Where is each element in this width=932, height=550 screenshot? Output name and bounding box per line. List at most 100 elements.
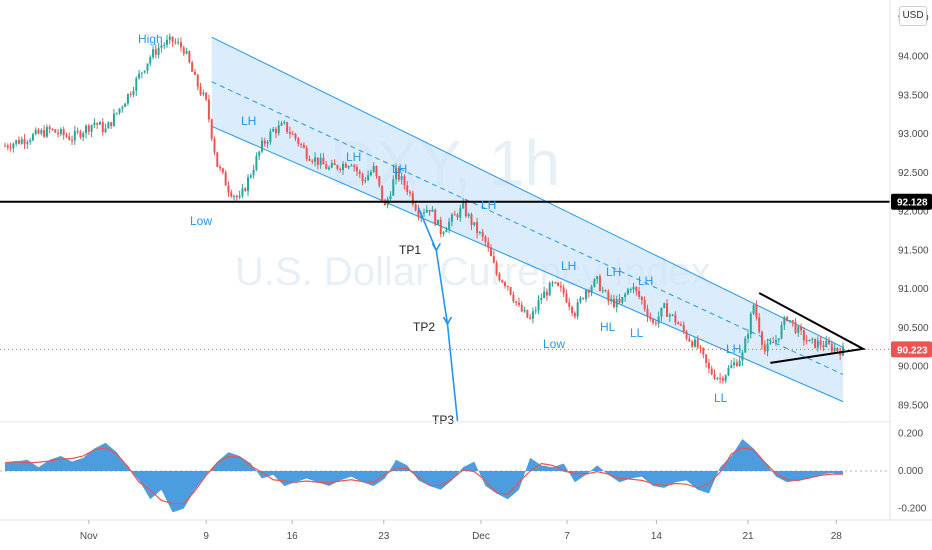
candle-body: [716, 378, 719, 380]
candle-body: [54, 129, 57, 133]
candle-body: [545, 291, 548, 296]
candle-body: [702, 347, 705, 355]
candle-body: [666, 303, 669, 317]
candle-body: [400, 176, 403, 180]
candle-body: [31, 134, 34, 141]
candle-body: [87, 125, 90, 132]
candle-body: [115, 112, 118, 114]
candle-body: [179, 42, 182, 48]
horizontal-level-line[interactable]: [0, 200, 890, 350]
candle-body: [129, 93, 132, 95]
candle-body: [495, 262, 498, 274]
triangle-pattern[interactable]: [758, 292, 867, 364]
candle-body: [559, 285, 562, 288]
candle-body: [216, 152, 219, 167]
candle-body: [800, 326, 803, 331]
candle-body: [247, 177, 250, 191]
candle-body: [830, 343, 833, 352]
candle-body: [774, 340, 777, 343]
price-tick-label: 91.000: [898, 284, 929, 295]
candle-body: [814, 338, 817, 348]
candle-body: [57, 132, 60, 135]
candle-body: [272, 129, 275, 132]
candle-body: [378, 176, 381, 186]
candle-body: [730, 365, 733, 368]
candle-body: [188, 51, 191, 63]
candle-body: [504, 282, 507, 286]
candle-body: [59, 129, 62, 135]
candle-body: [330, 163, 333, 168]
time-axis[interactable]: 26Nov91623Dec7142128: [0, 520, 842, 542]
candle-body: [758, 317, 761, 332]
candle-body: [693, 339, 696, 347]
candle-body: [152, 49, 155, 58]
projection-path: [417, 207, 459, 422]
candle-body: [244, 188, 247, 191]
candle-body: [436, 219, 439, 225]
candle-body: [191, 62, 194, 72]
candle-body: [98, 122, 101, 125]
candle-body: [219, 166, 222, 169]
candle-body: [138, 73, 141, 79]
candle-body: [515, 301, 518, 303]
candle-body: [168, 36, 171, 40]
regression-channel[interactable]: [211, 36, 844, 403]
projection-arrow[interactable]: [417, 207, 459, 422]
candle-body: [626, 289, 629, 295]
price-tick-label: 94.000: [898, 52, 929, 63]
oscillator-axis[interactable]: 0.200 0.000 -0.200: [898, 428, 927, 514]
candle-body: [196, 74, 199, 87]
candle-body: [43, 130, 46, 137]
candle-body: [199, 86, 202, 95]
candle-body: [481, 232, 484, 237]
price-tick-label: 90.000: [898, 362, 929, 373]
time-tick-label: 9: [203, 531, 209, 542]
candle-body: [126, 93, 129, 104]
candle-body: [811, 338, 814, 340]
candle-body: [791, 320, 794, 322]
candle-body: [470, 214, 473, 226]
candle-body: [462, 202, 465, 208]
candle-body: [571, 306, 574, 313]
candle-body: [121, 106, 124, 109]
candle-body: [596, 276, 599, 280]
candle-body: [193, 71, 196, 75]
candle-body: [699, 347, 702, 349]
candle-body: [727, 367, 730, 376]
candle-body: [705, 354, 708, 363]
candle-body: [780, 325, 783, 339]
last-price-tag-text: 90.223: [897, 345, 928, 356]
osc-tick-label: 0.000: [898, 466, 923, 477]
candle-body: [185, 51, 188, 54]
candle-body: [836, 347, 839, 351]
candle-body: [749, 313, 752, 335]
candle-body: [691, 341, 694, 347]
candle-body: [171, 36, 174, 42]
candle-body: [255, 156, 258, 170]
candle-body: [277, 125, 280, 134]
tp1-arrowhead: [431, 242, 441, 253]
candle-body: [755, 305, 758, 318]
candle-body: [537, 300, 540, 311]
candle-body: [674, 314, 677, 323]
candle-body: [107, 122, 110, 129]
candle-body: [403, 176, 406, 186]
candle-body: [395, 167, 398, 180]
candle-body: [529, 317, 532, 319]
currency-button[interactable]: USD: [899, 6, 927, 26]
candle-body: [663, 303, 666, 308]
candle-body: [439, 219, 442, 234]
candle-body: [207, 99, 210, 120]
candle-body: [12, 143, 15, 149]
oscillator-pane: [0, 439, 890, 513]
candle-body: [146, 63, 149, 71]
candle-body: [579, 297, 582, 303]
annotation-labels: High Low LH LH LH LH Low LH LH LH HL LL …: [138, 32, 741, 427]
candle-body: [467, 214, 470, 217]
candle-body: [414, 204, 417, 211]
candle-body: [478, 232, 481, 234]
candle-body: [45, 126, 48, 137]
candle-body: [166, 39, 169, 45]
candle-body: [350, 165, 353, 167]
